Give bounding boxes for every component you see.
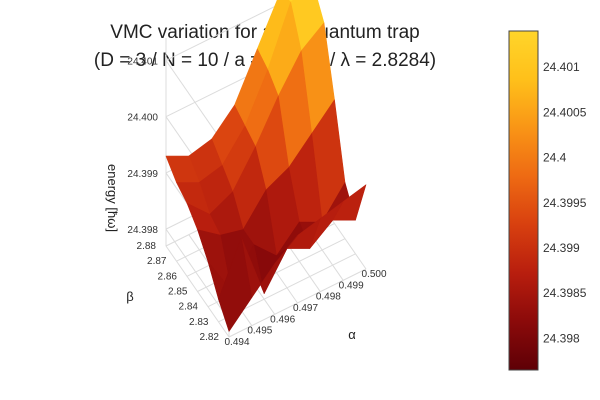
z-tick-label: 24.400: [127, 113, 158, 124]
y-tick-label: 2.82: [200, 332, 220, 343]
colorbar-tick-label: 24.3985: [543, 286, 587, 300]
y-tick-label: 2.86: [158, 271, 178, 282]
x-tick-label: 0.498: [316, 292, 341, 303]
x-tick-label: 0.496: [270, 314, 295, 325]
y-tick-label: 2.88: [137, 241, 157, 252]
z-tick-label: 24.401: [127, 56, 158, 67]
colorbar: [508, 30, 539, 371]
x-tick-label: 0.499: [339, 280, 364, 291]
z-axis-label: energy [ħω]: [105, 164, 120, 232]
colorbar-tick-label: 24.4: [543, 151, 567, 165]
colorbar-tick-label: 24.401: [543, 60, 580, 74]
y-axis-label: β: [126, 289, 133, 304]
x-tick-label: 0.500: [361, 269, 386, 280]
wall-gridline-z: [165, 228, 230, 321]
z-tick-label: 24.398: [127, 225, 158, 236]
surface: [165, 0, 367, 332]
z-tick-label: 24.399: [127, 169, 158, 180]
colorbar-tick-label: 24.3995: [543, 196, 587, 210]
colorbar-tick-label: 24.398: [543, 331, 580, 345]
colorbar-tick-label: 24.399: [543, 241, 580, 255]
surface-cell: [218, 237, 253, 332]
x-tick-label: 0.494: [224, 337, 249, 348]
y-tick-label: 2.83: [189, 317, 209, 328]
x-tick-label: 0.495: [247, 326, 272, 337]
x-tick-label: 0.497: [293, 303, 318, 314]
colorbar-ticks: 24.398 24.3985 24.399 24.3995 24.4 24.4005 24.…: [543, 60, 587, 345]
y-tick-label: 2.87: [147, 256, 167, 267]
surface-cell: [287, 0, 295, 3]
y-tick-label: 2.85: [168, 287, 188, 298]
y-tick-label: 2.84: [179, 302, 199, 313]
x-axis-label: α: [348, 327, 356, 342]
floor-gridline-y: [228, 268, 367, 338]
colorbar-tick-label: 24.4005: [543, 105, 587, 119]
